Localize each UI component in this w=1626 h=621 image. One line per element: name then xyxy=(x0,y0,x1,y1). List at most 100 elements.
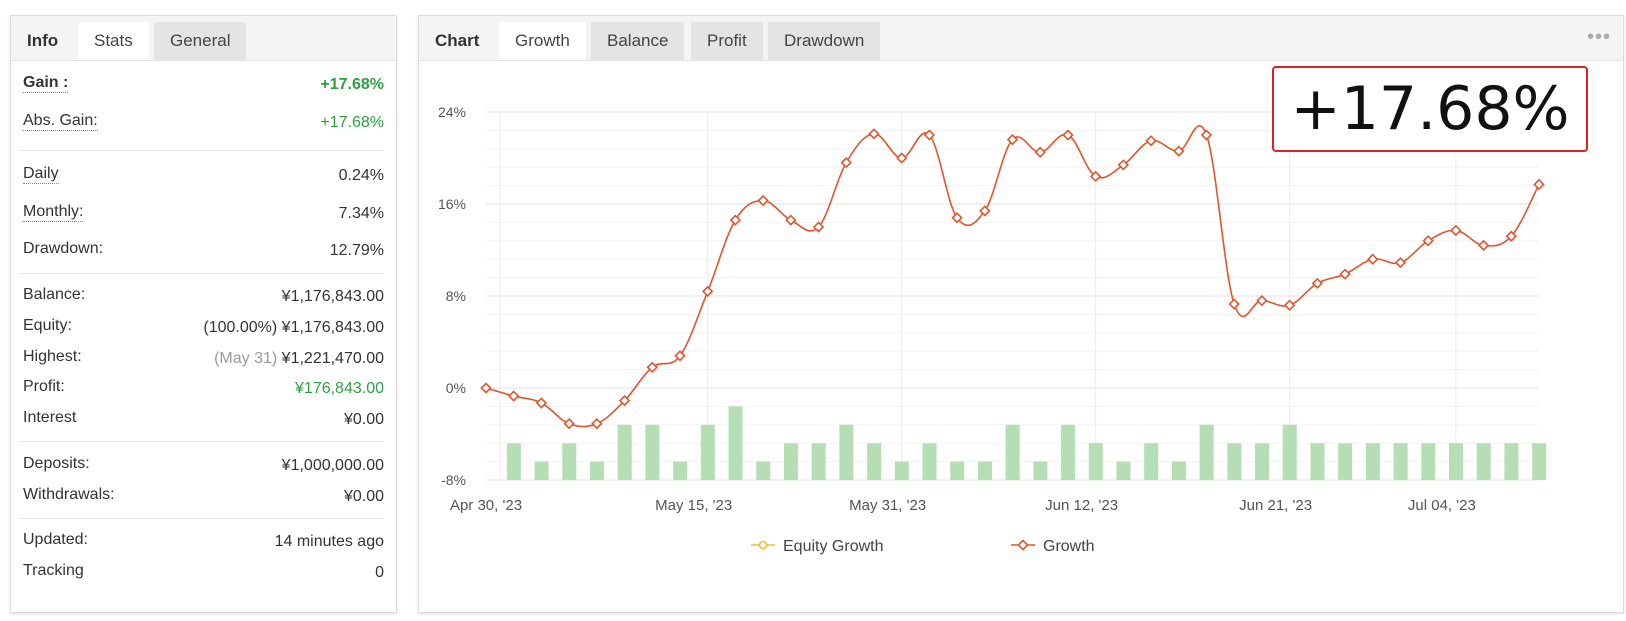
gain-label[interactable]: Gain : xyxy=(23,74,69,93)
x-tick-label: May 15, '23 xyxy=(655,497,732,514)
growth-point xyxy=(785,214,797,226)
y-tick-label: 16% xyxy=(438,196,466,212)
drawdown-value: 12.79% xyxy=(329,242,384,259)
chart-legend: Equity Growth Growth xyxy=(751,538,1095,555)
drawdown-bar xyxy=(867,443,882,480)
equity-value: ¥1,176,843.00 xyxy=(281,319,384,336)
growth-point xyxy=(1145,135,1157,147)
tracking-row: Tracking 0 xyxy=(21,560,384,586)
growth-point xyxy=(729,214,742,226)
balance-label: Balance: xyxy=(23,286,86,303)
growth-point xyxy=(1006,133,1019,146)
drawdown-bar xyxy=(589,461,604,480)
updated-row: Updated: 14 minutes ago xyxy=(21,529,384,555)
drawdown-bar xyxy=(728,406,743,480)
divider xyxy=(21,150,384,151)
monthly-row: Monthly: 7.34% xyxy=(21,201,384,227)
profit-value: ¥176,843.00 xyxy=(295,380,384,397)
abs-gain-row: Abs. Gain: +17.68% xyxy=(21,110,384,136)
drawdown-bar xyxy=(1393,443,1408,480)
drawdown-bar xyxy=(1255,443,1270,480)
gain-row: Gain : +17.68% xyxy=(21,72,384,98)
growth-point xyxy=(1394,256,1407,269)
daily-label[interactable]: Daily xyxy=(23,165,59,184)
tab-profit[interactable]: Profit xyxy=(691,22,763,60)
more-options-icon[interactable]: ••• xyxy=(1586,26,1611,48)
growth-point xyxy=(1367,253,1379,265)
drawdown-bar xyxy=(617,424,632,480)
tab-general[interactable]: General xyxy=(154,22,247,60)
divider xyxy=(21,273,384,274)
highest-value-group: (May 31) ¥1,221,470.00 xyxy=(214,350,384,368)
growth-point xyxy=(1450,224,1462,237)
equity-label: Equity: xyxy=(23,317,72,334)
growth-point xyxy=(812,221,825,233)
drawdown-bar xyxy=(562,443,577,480)
drawdown-bar xyxy=(1171,461,1186,480)
tab-balance[interactable]: Balance xyxy=(591,22,685,60)
daily-row: Daily 0.24% xyxy=(21,163,384,189)
growth-point xyxy=(563,417,575,430)
tab-info[interactable]: Info xyxy=(27,31,59,50)
withdrawals-value: ¥0.00 xyxy=(343,488,384,505)
highest-label: Highest: xyxy=(23,348,82,365)
chart-bars xyxy=(506,406,1547,480)
growth-point xyxy=(535,397,548,409)
drawdown-bar xyxy=(894,461,909,480)
abs-gain-label[interactable]: Abs. Gain: xyxy=(23,112,98,131)
tab-growth[interactable]: Growth xyxy=(499,22,586,60)
growth-point xyxy=(702,285,714,298)
legend-marker xyxy=(758,540,768,550)
drawdown-label: Drawdown: xyxy=(23,240,104,257)
drawdown-bar xyxy=(1310,443,1325,480)
growth-point xyxy=(674,350,686,362)
growth-point xyxy=(1339,268,1351,280)
drawdown-bar xyxy=(673,461,688,480)
profit-label: Profit: xyxy=(23,378,65,395)
divider xyxy=(21,518,384,519)
updated-value: 14 minutes ago xyxy=(274,533,384,550)
monthly-label[interactable]: Monthly: xyxy=(23,203,84,222)
growth-point xyxy=(1477,239,1490,252)
growth-point xyxy=(1034,146,1046,158)
drawdown-bar xyxy=(756,461,771,480)
interest-value: ¥0.00 xyxy=(343,411,384,428)
growth-point xyxy=(1228,298,1240,310)
drawdown-bar xyxy=(1144,443,1159,480)
drawdown-bar xyxy=(645,424,660,480)
growth-point xyxy=(1533,178,1545,191)
equity-row: Equity: (100.00%) ¥1,176,843.00 xyxy=(21,315,384,341)
gain-value: +17.68% xyxy=(320,76,384,93)
tab-drawdown[interactable]: Drawdown xyxy=(768,22,881,60)
deposits-row: Deposits: ¥1,000,000.00 xyxy=(21,453,384,479)
growth-point xyxy=(840,156,852,169)
drawdown-bar xyxy=(1532,443,1547,480)
drawdown-bar xyxy=(1365,443,1380,480)
stats-tabbar: Info Stats General xyxy=(11,16,396,61)
drawdown-bar xyxy=(1199,424,1214,480)
chart-tabbar: Chart Growth Balance Profit Drawdown ••• xyxy=(419,16,1623,61)
drawdown-bar xyxy=(1449,443,1464,480)
drawdown-bar xyxy=(977,461,992,480)
withdrawals-row: Withdrawals: ¥0.00 xyxy=(21,484,384,510)
drawdown-bar xyxy=(534,461,549,480)
tracking-label: Tracking xyxy=(23,562,84,579)
drawdown-row: Drawdown: 12.79% xyxy=(21,238,384,264)
tab-stats[interactable]: Stats xyxy=(78,22,149,60)
equity-percent: (100.00%) xyxy=(203,319,278,336)
x-tick-label: Apr 30, '23 xyxy=(450,497,522,514)
drawdown-bar xyxy=(950,461,965,480)
drawdown-bar xyxy=(1338,443,1353,480)
tab-chart[interactable]: Chart xyxy=(435,31,480,50)
growth-chart: 24% 16% 8% 0% -8% Apr 30, '23 May 15, '23 May 3… xyxy=(438,104,1547,555)
growth-line xyxy=(485,125,1540,428)
growth-point xyxy=(646,361,658,373)
profit-row: Profit: ¥176,843.00 xyxy=(21,376,384,402)
drawdown-bar xyxy=(700,424,715,480)
legend-label: Equity Growth xyxy=(783,538,883,555)
drawdown-bar xyxy=(839,424,854,480)
interest-label: Interest xyxy=(23,409,77,426)
drawdown-bar xyxy=(1421,443,1436,480)
highest-date: (May 31) xyxy=(214,350,278,367)
drawdown-bar xyxy=(1282,424,1297,480)
